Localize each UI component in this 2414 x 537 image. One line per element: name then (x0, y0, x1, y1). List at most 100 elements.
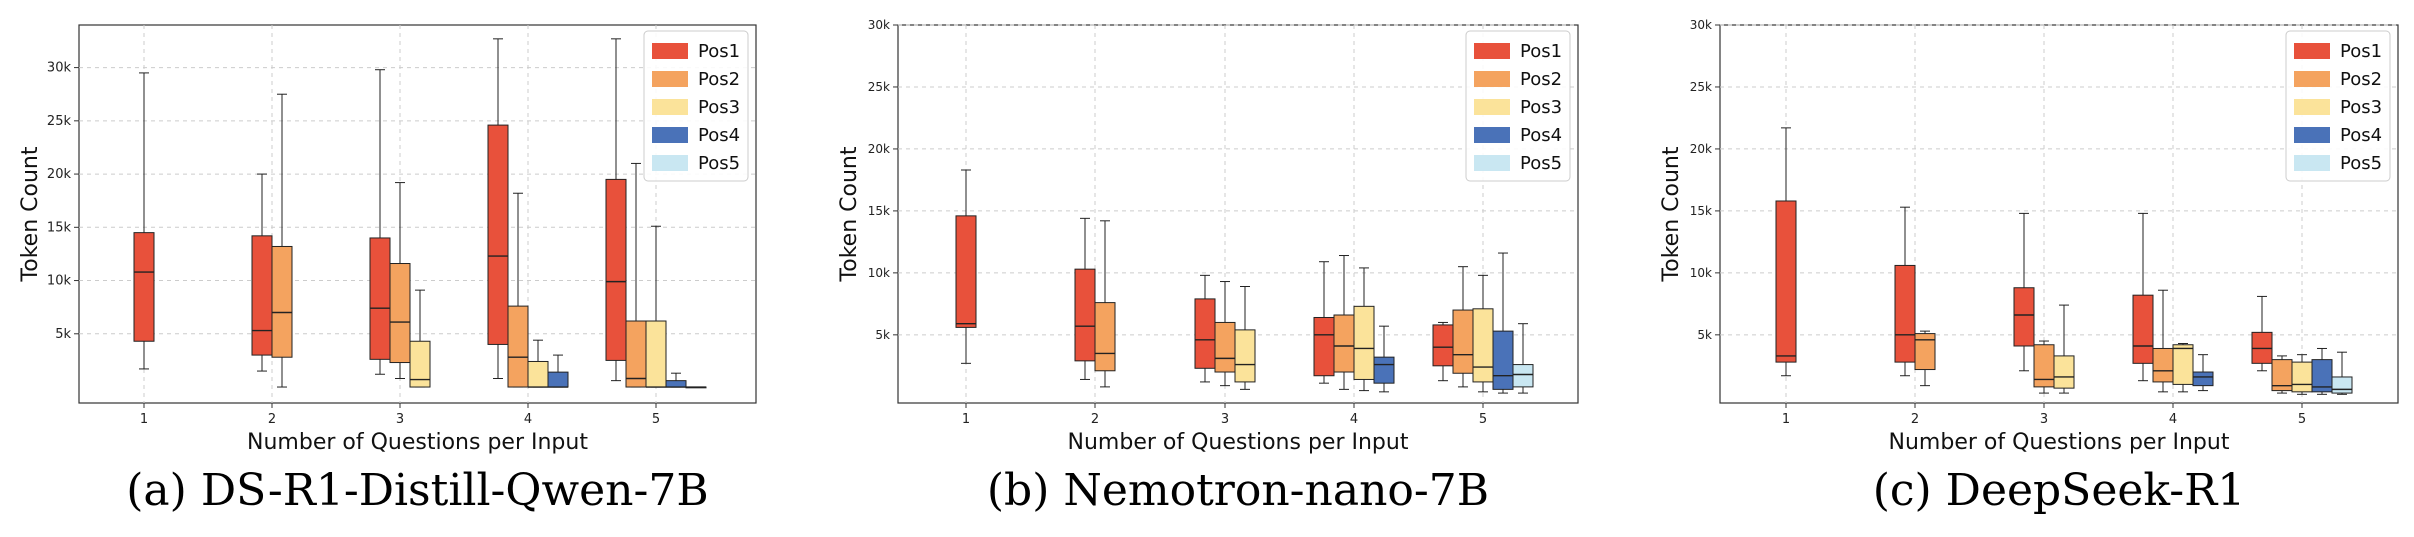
y-tick-label: 15k (1690, 204, 1712, 218)
box-body (1432, 324, 1454, 367)
box-pos1-group-5 (2251, 295, 2273, 372)
legend-label-pos4: Pos4 (1520, 125, 1562, 146)
chart-caption: (b) Nemotron-nano-7B (987, 465, 1489, 516)
box-body (1512, 364, 1534, 388)
x-tick-label: 3 (2040, 412, 2048, 427)
box-body (487, 124, 509, 345)
x-axis-label: Number of Questions per Input (247, 430, 588, 455)
box-pos2-group-3 (2033, 340, 2055, 394)
legend-swatch-pos1 (2294, 43, 2330, 59)
box-pos1-group-2 (251, 173, 273, 372)
legend-label-pos5: Pos5 (1520, 153, 1562, 174)
box-pos4-group-4 (547, 354, 569, 388)
box-pos2-group-3 (1214, 281, 1236, 387)
box-body (1194, 298, 1216, 369)
y-tick-label: 25k (1690, 80, 1712, 94)
x-axis-label: Number of Questions per Input (1889, 430, 2230, 455)
box-body (1353, 305, 1375, 380)
y-tick-label: 10k (47, 274, 72, 289)
legend: Pos1 Pos2 Pos3 Pos4 Pos5 (643, 30, 749, 182)
box-pos1-group-3 (2013, 212, 2035, 372)
box-pos1-group-5 (1432, 321, 1454, 382)
box-pos3-group-5 (1472, 274, 1494, 393)
box-pos4-group-5 (2311, 347, 2333, 395)
box-body (1333, 314, 1355, 373)
box-pos2-group-3 (389, 182, 411, 380)
box-pos1-group-4 (487, 38, 509, 380)
box-pos1-group-4 (1313, 261, 1335, 384)
legend-swatch-pos1 (1474, 43, 1510, 59)
box-pos3-group-5 (2291, 354, 2313, 395)
x-tick-label: 3 (396, 412, 404, 427)
box-body (1472, 308, 1494, 383)
legend-label-pos2: Pos2 (2340, 69, 2382, 90)
box-body (1074, 268, 1096, 362)
legend-frame (2285, 30, 2391, 182)
x-tick-label: 2 (268, 412, 276, 427)
y-tick-label: 30k (47, 61, 72, 76)
box-body (2331, 376, 2353, 394)
y-axis-label: Token Count (1659, 146, 1684, 282)
legend-label-pos1: Pos1 (2340, 41, 2382, 62)
box-pos1-group-4 (2132, 212, 2154, 382)
chart-caption: (a) DS-R1-Distill-Qwen-7B (126, 465, 708, 516)
box-body (507, 305, 529, 388)
box-pos3-group-3 (2053, 304, 2075, 394)
legend-swatch-pos2 (2294, 71, 2330, 87)
x-tick-label: 5 (1479, 412, 1487, 427)
x-tick-label: 5 (652, 412, 660, 427)
box-pos2-group-4 (2152, 289, 2174, 393)
y-tick-label: 30k (1690, 18, 1712, 32)
box-body (955, 215, 977, 328)
y-tick-label: 5k (55, 327, 71, 342)
legend-swatch-pos3 (2294, 99, 2330, 115)
legend-swatch-pos3 (652, 99, 688, 115)
legend-label-pos1: Pos1 (698, 41, 740, 62)
x-tick-label: 2 (1091, 412, 1099, 427)
y-tick-label: 5k (1697, 328, 1712, 342)
box-body (605, 178, 627, 361)
box-pos2-group-2 (1914, 330, 1936, 387)
legend-swatch-pos2 (1474, 71, 1510, 87)
y-axis-label: Token Count (837, 146, 862, 282)
box-body (2053, 355, 2075, 389)
x-tick-label: 1 (140, 412, 148, 427)
box-body (1234, 329, 1256, 383)
box-pos4-group-5 (665, 372, 687, 388)
box-pos3-group-4 (527, 339, 549, 388)
box-body (133, 232, 155, 342)
legend-label-pos5: Pos5 (698, 153, 740, 174)
box-body (1894, 264, 1916, 363)
box-body (2152, 347, 2174, 383)
x-tick-label: 5 (2298, 412, 2306, 427)
box-pos1-group-5 (605, 38, 627, 382)
box-pos4-group-5 (1492, 252, 1514, 394)
legend-label-pos4: Pos4 (698, 125, 740, 146)
box-body (625, 320, 647, 388)
box-pos1-group-1 (1775, 127, 1797, 377)
legend-label-pos1: Pos1 (1520, 41, 1562, 62)
box-pos4-group-4 (2192, 354, 2214, 392)
plot-frame (78, 24, 757, 404)
box-body (2311, 359, 2333, 393)
box-body (1373, 356, 1395, 384)
y-tick-label: 25k (868, 80, 890, 94)
box-body (2132, 294, 2154, 364)
box-pos1-group-3 (369, 69, 391, 375)
box-pos1-group-2 (1894, 206, 1916, 377)
box-body (251, 235, 273, 356)
box-body (1492, 330, 1514, 390)
box-pos2-group-5 (625, 162, 647, 388)
y-tick-label: 15k (868, 204, 890, 218)
legend-label-pos2: Pos2 (698, 69, 740, 90)
box-body (369, 237, 391, 360)
legend-swatch-pos4 (1474, 127, 1510, 143)
x-tick-label: 4 (524, 412, 532, 427)
box-body (1094, 302, 1116, 372)
y-tick-label: 30k (868, 18, 890, 32)
box-body (665, 380, 687, 388)
box-body (1914, 333, 1936, 371)
y-tick-label: 20k (868, 142, 890, 156)
